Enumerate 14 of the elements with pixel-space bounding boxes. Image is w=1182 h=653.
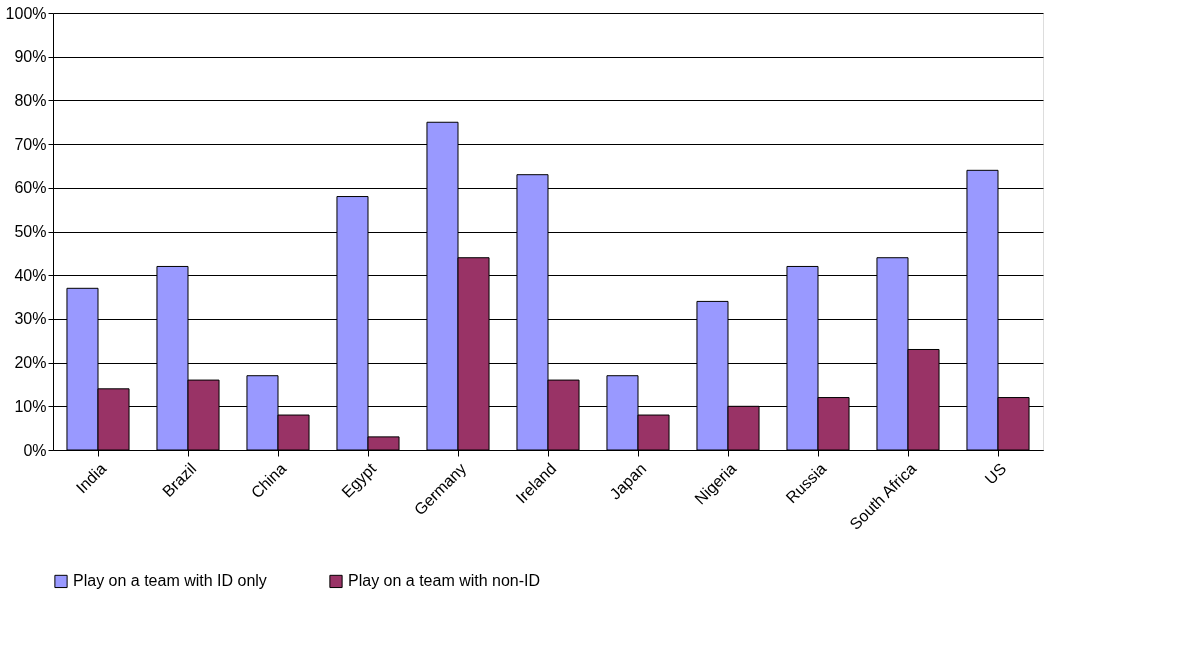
y-tick-label: 90% bbox=[14, 48, 47, 66]
x-tick-label: US bbox=[981, 459, 1010, 488]
y-tick-label: 30% bbox=[14, 310, 47, 328]
y-tick-label: 80% bbox=[14, 91, 47, 109]
legend-label: Play on a team with non-ID bbox=[348, 572, 541, 590]
y-tick-label: 100% bbox=[5, 4, 47, 22]
y-tick-label: 50% bbox=[14, 223, 47, 240]
y-tick-label: 0% bbox=[23, 441, 47, 459]
y-tick-label: 70% bbox=[14, 135, 47, 153]
legend-label: Play on a team with ID only bbox=[73, 572, 267, 590]
y-tick-label: 20% bbox=[14, 354, 47, 372]
y-tick-label: 10% bbox=[14, 397, 47, 415]
y-tick-label: 60% bbox=[14, 179, 47, 197]
y-tick-label: 40% bbox=[14, 266, 47, 284]
